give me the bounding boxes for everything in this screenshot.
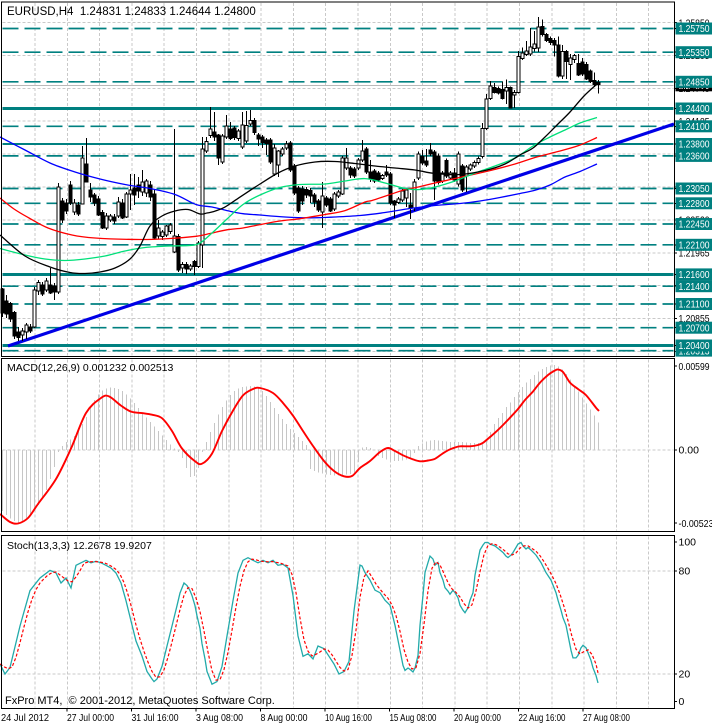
- svg-text:1.21400: 1.21400: [679, 281, 710, 293]
- svg-text:1.21100: 1.21100: [679, 299, 710, 311]
- svg-text:0.00: 0.00: [679, 445, 700, 457]
- svg-text:10 Aug 16:00: 10 Aug 16:00: [325, 712, 372, 724]
- svg-text:Stoch(13,3,3) 12.2678 19.9207: Stoch(13,3,3) 12.2678 19.9207: [7, 540, 152, 552]
- svg-text:1.22100: 1.22100: [679, 240, 710, 252]
- svg-text:1.22800: 1.22800: [679, 198, 710, 210]
- svg-text:1.24850: 1.24850: [679, 77, 710, 89]
- svg-text:0.00599: 0.00599: [679, 361, 710, 373]
- svg-text:1.23600: 1.23600: [679, 151, 710, 163]
- svg-text:1.24400: 1.24400: [679, 103, 710, 115]
- svg-text:1.23050: 1.23050: [679, 183, 710, 195]
- svg-text:80: 80: [679, 566, 691, 578]
- svg-text:MACD(12,26,9) 0.001232 0.00251: MACD(12,26,9) 0.001232 0.002513: [7, 362, 174, 374]
- svg-text:100: 100: [679, 537, 697, 549]
- svg-text:20 Aug 00:00: 20 Aug 00:00: [454, 712, 501, 724]
- svg-text:1.20400: 1.20400: [679, 340, 710, 352]
- svg-text:15 Aug 08:00: 15 Aug 08:00: [390, 712, 437, 724]
- svg-text:0: 0: [679, 696, 685, 708]
- svg-text:8 Aug 00:00: 8 Aug 00:00: [261, 712, 308, 724]
- svg-text:1.22450: 1.22450: [679, 219, 710, 231]
- svg-text:FxPro MT4, © 2001-2012, MetaQ: FxPro MT4, © 2001-2012, MetaQuotes Softw…: [5, 695, 275, 707]
- svg-text:27 Aug 08:00: 27 Aug 08:00: [583, 712, 630, 724]
- svg-text:1.25350: 1.25350: [679, 47, 710, 59]
- svg-text:-0.00523: -0.00523: [679, 518, 712, 530]
- svg-text:1.20700: 1.20700: [679, 322, 710, 334]
- svg-text:1.24100: 1.24100: [679, 121, 710, 133]
- svg-text:22 Aug 16:00: 22 Aug 16:00: [519, 712, 566, 724]
- svg-text:1.23800: 1.23800: [679, 139, 710, 151]
- svg-text:3 Aug 08:00: 3 Aug 08:00: [196, 712, 243, 724]
- svg-text:1.25750: 1.25750: [679, 23, 710, 35]
- svg-text:EURUSD,H4 1.24831 1.24833 1.2: EURUSD,H4 1.24831 1.24833 1.24644 1.2480…: [7, 6, 256, 18]
- svg-text:1.21600: 1.21600: [679, 269, 710, 281]
- svg-text:31 Jul 16:00: 31 Jul 16:00: [132, 712, 179, 724]
- svg-text:20: 20: [679, 669, 691, 681]
- svg-text:27 Jul 00:00: 27 Jul 00:00: [67, 712, 114, 724]
- svg-text:24 Jul 2012: 24 Jul 2012: [1, 712, 49, 724]
